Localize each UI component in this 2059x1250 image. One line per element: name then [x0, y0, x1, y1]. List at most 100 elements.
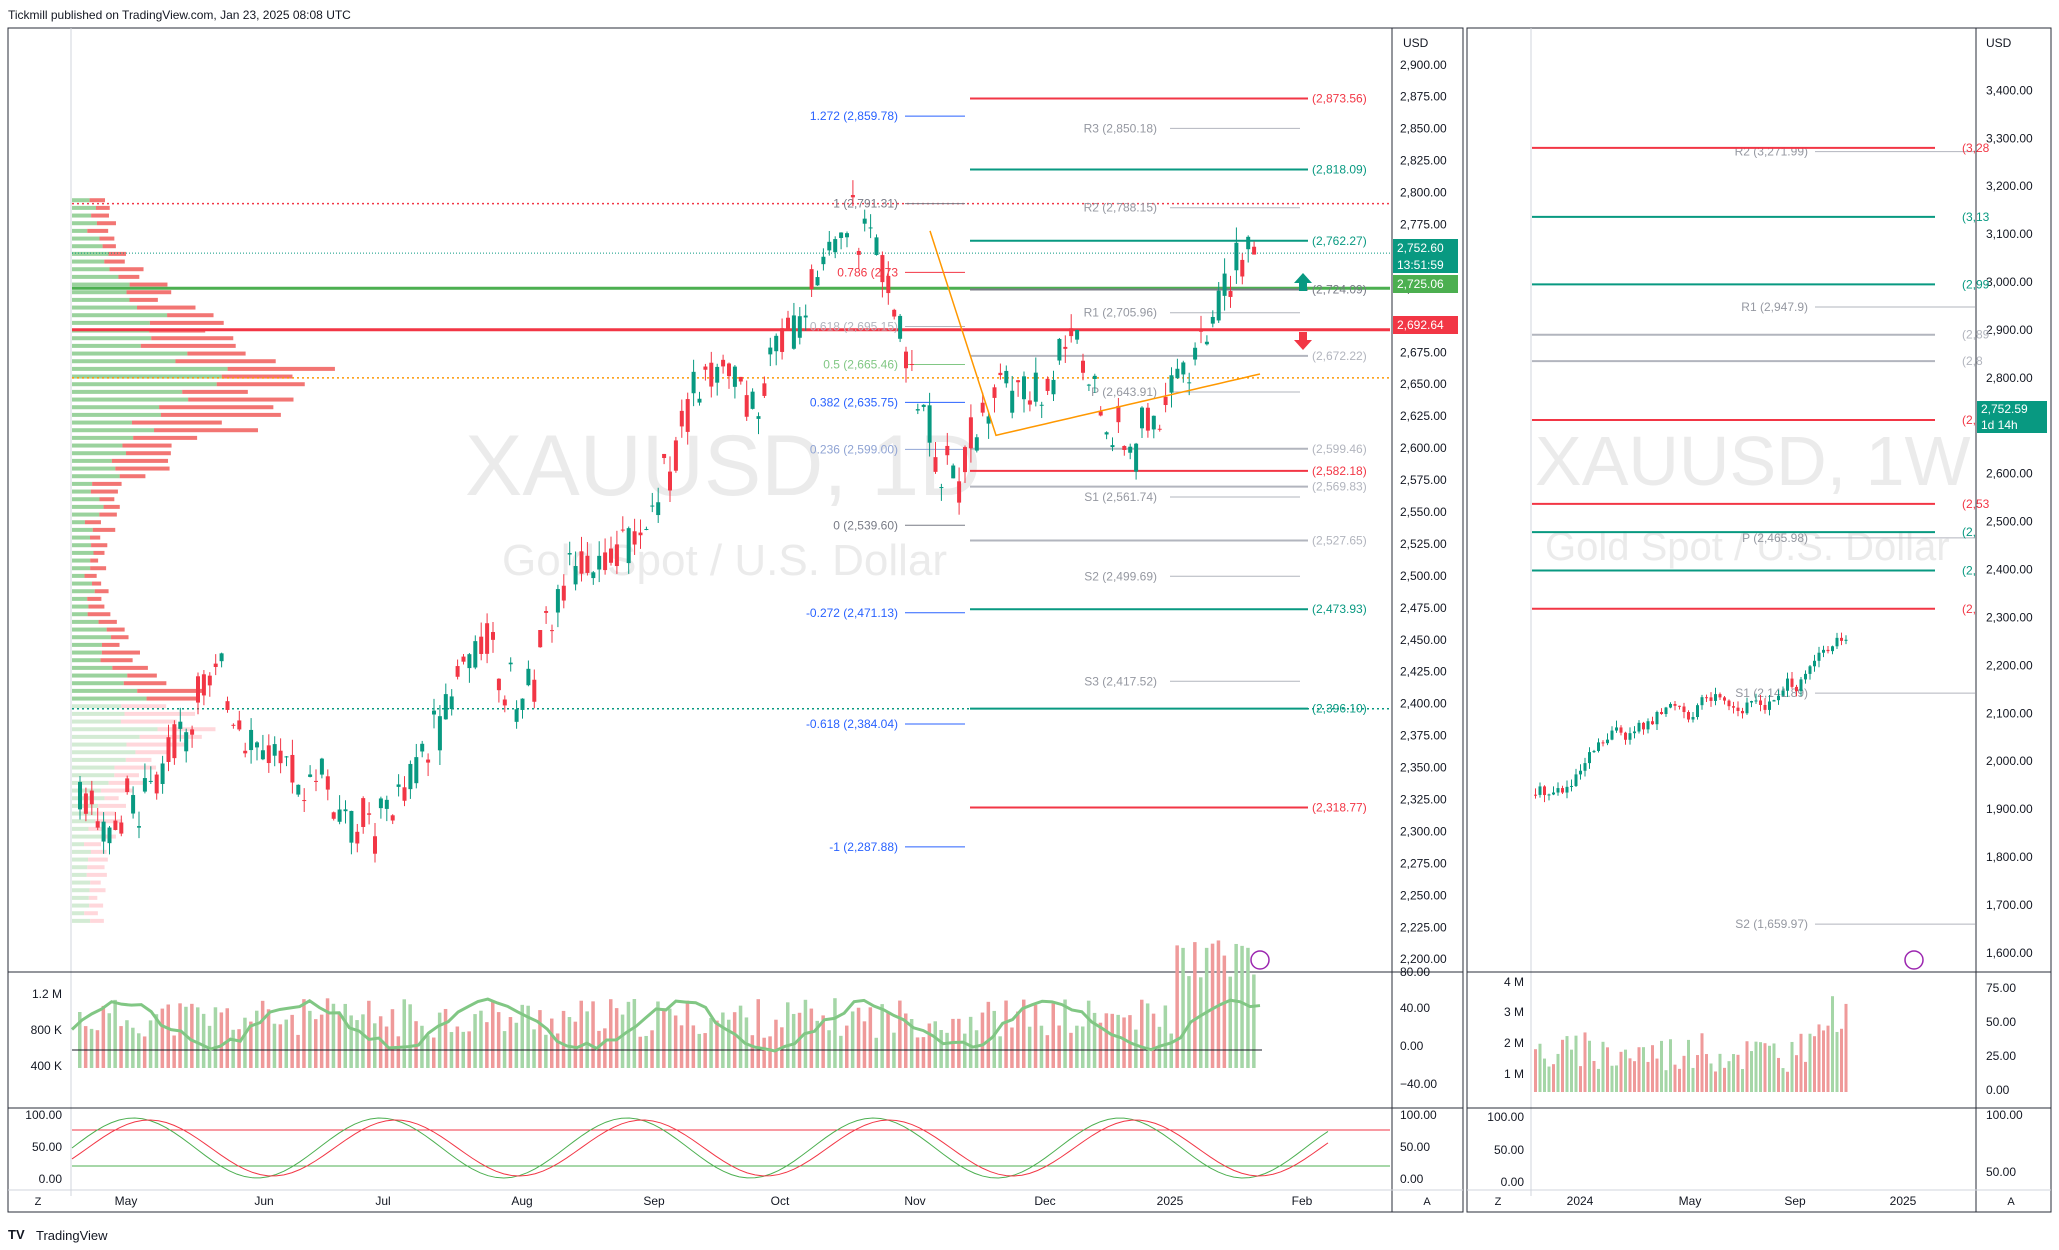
right-month-label: Sep [1784, 1194, 1806, 1208]
volume-bar [1181, 947, 1185, 1068]
volume-profile-bar [72, 673, 128, 678]
right-countdown-label: 1d 14h [1981, 418, 2018, 432]
candle-body [738, 376, 743, 382]
volume-bar [786, 1002, 790, 1068]
candle-body [998, 372, 1003, 376]
weekly-candle-body [1723, 697, 1726, 701]
pivot-label: R1 (2,705.96) [1084, 306, 1157, 320]
candle-body [166, 737, 171, 762]
candle-body [402, 787, 407, 801]
tradingview-logo-icon[interactable]: TV [8, 1227, 25, 1242]
weekly-candle-body [1651, 721, 1654, 725]
candle-body [685, 399, 690, 432]
volume-bar [1252, 974, 1256, 1068]
right-stoch-right-tick-label: 100.00 [1986, 1108, 2023, 1122]
volume-bar [998, 1036, 1002, 1068]
volume-profile-bar [135, 750, 168, 755]
sr-label: (2,582.18) [1312, 464, 1367, 478]
price-tick-label: 2,275.00 [1400, 856, 1447, 870]
volume-profile-bar [87, 596, 102, 601]
volume-bar [290, 1014, 294, 1068]
volume-profile-bar [126, 290, 172, 295]
right-currency-label: USD [1986, 36, 2012, 50]
candle-body [255, 742, 259, 748]
weekly-candle-body [1561, 788, 1564, 793]
volume-profile-bar [72, 481, 93, 486]
moving-average-line [929, 230, 1261, 437]
volume-bar [1116, 1014, 1120, 1068]
right-volume-bar [1727, 1061, 1731, 1092]
volume-profile-bar [146, 696, 198, 701]
volume-bar [455, 1026, 460, 1068]
weekly-candle-body [1795, 686, 1798, 692]
volume-profile-bar [72, 742, 127, 747]
candle-body [1027, 400, 1032, 405]
candle-body [485, 623, 490, 654]
volume-bar [479, 1010, 483, 1068]
volume-bar [609, 999, 613, 1068]
left-currency-label: USD [1403, 36, 1429, 50]
volume-profile-bar [72, 244, 103, 249]
published-text: Tickmill published on TradingView.com, J… [8, 8, 351, 22]
volume-bar [656, 1001, 660, 1068]
volume-bar [437, 1012, 442, 1068]
volume-profile-bar [84, 842, 101, 847]
volume-bar [697, 1033, 701, 1068]
volume-bar [496, 1012, 501, 1068]
candle-body [1081, 360, 1085, 373]
weekly-candle-body [1790, 678, 1794, 687]
volume-profile-bar [92, 481, 122, 486]
sr-label: (2,762.27) [1312, 234, 1367, 248]
volume-bar [986, 1001, 991, 1068]
left-pane[interactable]: USD 2,900.00 2,875.00 2,850.00 2,825.00 2,800… [8, 28, 1463, 1212]
volume-bar [1045, 1035, 1050, 1068]
right-volume-bar [1808, 1033, 1812, 1092]
right-volume-bar [1547, 1066, 1551, 1092]
volume-profile-bar [137, 305, 196, 310]
candle-body [231, 724, 236, 726]
price-tick-label: 2,625.00 [1400, 409, 1447, 423]
volume-profile-bar [88, 895, 98, 900]
volume-bar [862, 1021, 867, 1068]
candle-body [414, 757, 419, 784]
volume-profile-bar [126, 742, 188, 747]
right-sr-label: (2,53 [1962, 497, 1990, 511]
volume-profile-bar [72, 435, 134, 440]
right-volume-bar [1588, 1040, 1591, 1092]
candle-body [1151, 415, 1156, 430]
volume-bar [142, 1036, 147, 1068]
volume-bar [721, 1012, 725, 1068]
candle-body [331, 812, 336, 819]
volume-bar [620, 1014, 625, 1068]
volume-bar [1039, 1025, 1044, 1068]
volume-profile-bar [103, 504, 120, 509]
candle-body [1252, 246, 1257, 255]
volume-profile-bar [72, 750, 136, 755]
right-pane[interactable]: USD 3,400.00 3,300.00 3,200.00 3,100.00 3,000… [1467, 28, 2051, 1212]
right-volume-bar [1565, 1036, 1569, 1092]
weekly-candle-body [1673, 703, 1677, 706]
weekly-candle-body [1831, 646, 1834, 652]
candle-body [296, 784, 301, 795]
volume-profile-bar [182, 389, 248, 394]
volume-bar [715, 1020, 719, 1068]
right-volume-bar [1682, 1055, 1686, 1092]
volume-bar [89, 1028, 94, 1068]
volume-bar [190, 1003, 194, 1068]
volume-bar [821, 1015, 825, 1068]
right-volume-bar [1817, 1024, 1821, 1092]
volume-profile-bar [84, 520, 101, 525]
fib-label: 1 (2,791.31) [833, 197, 898, 211]
right-sr-label: (2,8 [1962, 354, 1983, 368]
volume-profile-bar [72, 834, 103, 839]
volume-profile-bar [72, 911, 85, 916]
candle-body [992, 387, 997, 398]
candle-body [638, 532, 643, 536]
volume-bar [219, 1012, 224, 1068]
right-volume-bar [1579, 1066, 1582, 1092]
weekly-candle-body [1633, 731, 1636, 734]
right-volume-bar [1583, 1032, 1587, 1092]
brand-label[interactable]: TradingView [36, 1228, 108, 1243]
candle-body [172, 724, 177, 759]
